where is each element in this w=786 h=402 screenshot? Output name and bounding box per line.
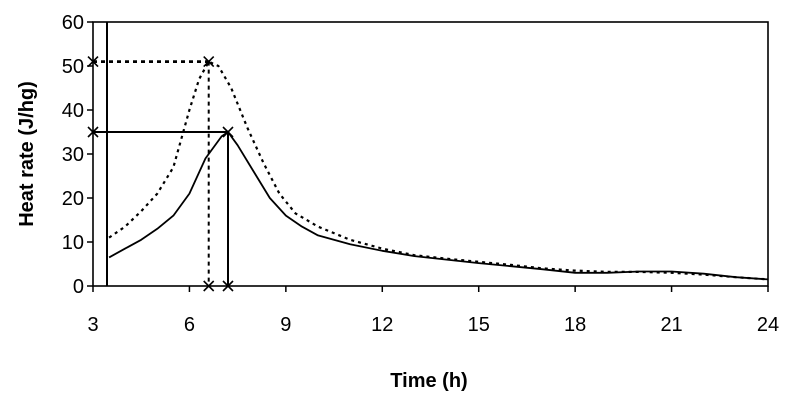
x-tick-label: 12 (371, 314, 393, 336)
x-tick-label: 18 (564, 314, 586, 336)
peak-point-marker-solid (222, 126, 234, 138)
x-tick-label: 9 (280, 314, 291, 336)
y-tick-label: 0 (73, 276, 84, 298)
series-layer (108, 60, 769, 281)
peak-point-marker-dotted (203, 56, 215, 68)
x-tick-label: 15 (468, 314, 490, 336)
y-tick-label: 40 (62, 100, 84, 122)
plot-border (92, 21, 769, 287)
y-tick-label: 60 (62, 12, 84, 34)
x-tick-label: 21 (660, 314, 682, 336)
peak-y-marker-solid (87, 126, 99, 138)
peak-x-marker-dotted (203, 280, 215, 292)
peak-y-marker-dotted (87, 56, 99, 68)
series-line-solid (108, 131, 769, 281)
x-tick-label: 24 (757, 314, 779, 336)
x-axis-title: Time (h) (390, 370, 467, 392)
y-tick-label: 50 (62, 56, 84, 78)
plot-frame (92, 21, 769, 287)
y-tick-label: 20 (62, 188, 84, 210)
peak-annotations (87, 56, 234, 292)
y-tick-label: 10 (62, 232, 84, 254)
y-tick-label: 30 (62, 144, 84, 166)
axes: 3 6 9 12 15 18 21 24 0 10 20 30 40 50 60 (62, 12, 779, 336)
x-tick-label: 6 (184, 314, 195, 336)
y-axis-title: Heat rate (J/hg) (16, 81, 38, 227)
peak-x-marker-solid (222, 280, 234, 292)
x-tick-label: 3 (87, 314, 98, 336)
